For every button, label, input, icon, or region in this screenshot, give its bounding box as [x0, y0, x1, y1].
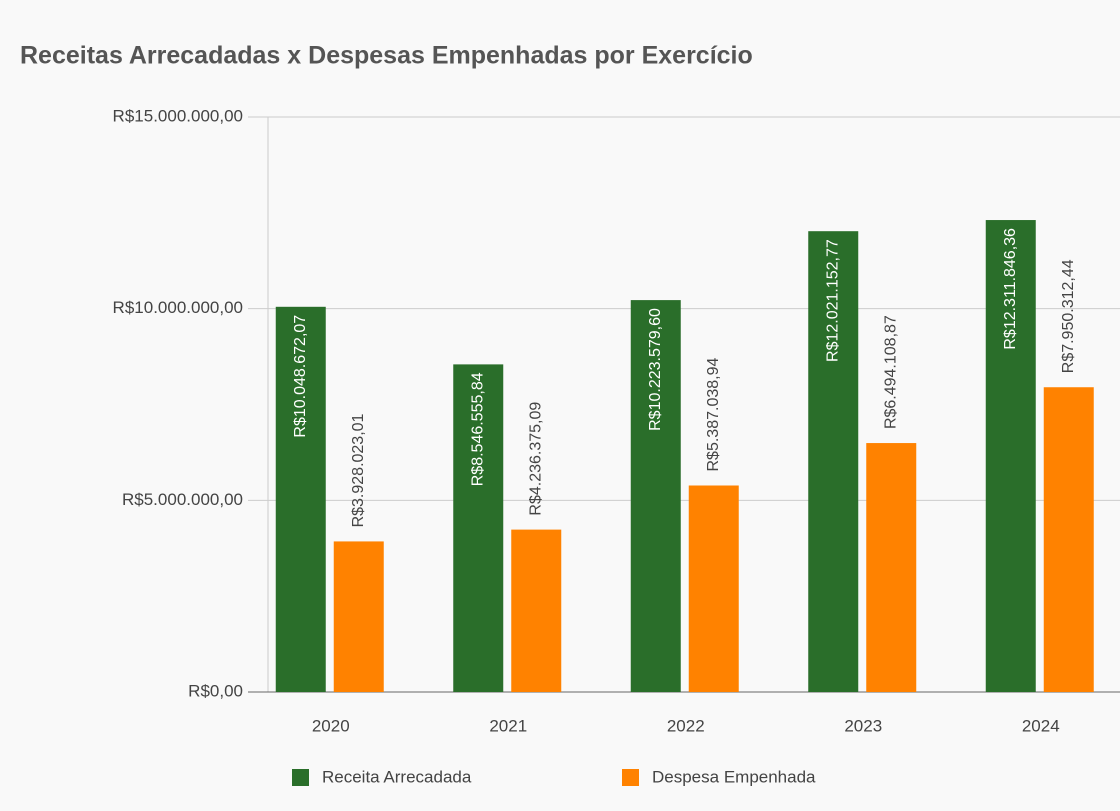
- legend-label: Despesa Empenhada: [652, 767, 816, 786]
- data-label: R$10.048.672,07: [292, 315, 309, 438]
- data-label: R$3.928.023,01: [350, 413, 367, 527]
- bar: [511, 529, 562, 692]
- x-tick-label: 2020: [312, 716, 350, 735]
- y-tick-label: R$0,00: [188, 681, 243, 700]
- y-tick-label: R$15.000.000,00: [113, 106, 243, 125]
- bar: [333, 541, 384, 692]
- data-label: R$12.311.846,36: [1002, 228, 1019, 350]
- data-label: R$10.223.579,60: [647, 308, 664, 431]
- y-tick-label: R$5.000.000,00: [122, 490, 243, 509]
- chart-title: Receitas Arrecadadas x Despesas Empenhad…: [20, 42, 753, 70]
- x-tick-label: 2022: [667, 716, 705, 735]
- x-tick-label: 2021: [489, 716, 527, 735]
- bar: [275, 306, 326, 692]
- data-label: R$5.387.038,94: [705, 358, 722, 472]
- legend-swatch: [622, 769, 639, 786]
- bar: [1043, 387, 1094, 692]
- data-label: R$8.546.555,84: [469, 372, 486, 486]
- bar: [866, 443, 917, 692]
- bar: [453, 364, 504, 692]
- x-tick-label: 2024: [1022, 716, 1060, 735]
- bar: [630, 300, 681, 692]
- y-tick-label: R$10.000.000,00: [113, 298, 243, 317]
- bar: [688, 485, 739, 692]
- bar: [985, 220, 1036, 692]
- legend-label: Receita Arrecadada: [322, 767, 472, 786]
- data-label: R$4.236.375,09: [527, 402, 544, 516]
- data-label: R$7.950.312,44: [1060, 259, 1077, 373]
- bar: [808, 231, 859, 692]
- data-label: R$6.494.108,87: [882, 315, 899, 429]
- x-tick-label: 2023: [844, 716, 882, 735]
- legend-swatch: [292, 769, 309, 786]
- data-label: R$12.021.152,77: [824, 239, 841, 362]
